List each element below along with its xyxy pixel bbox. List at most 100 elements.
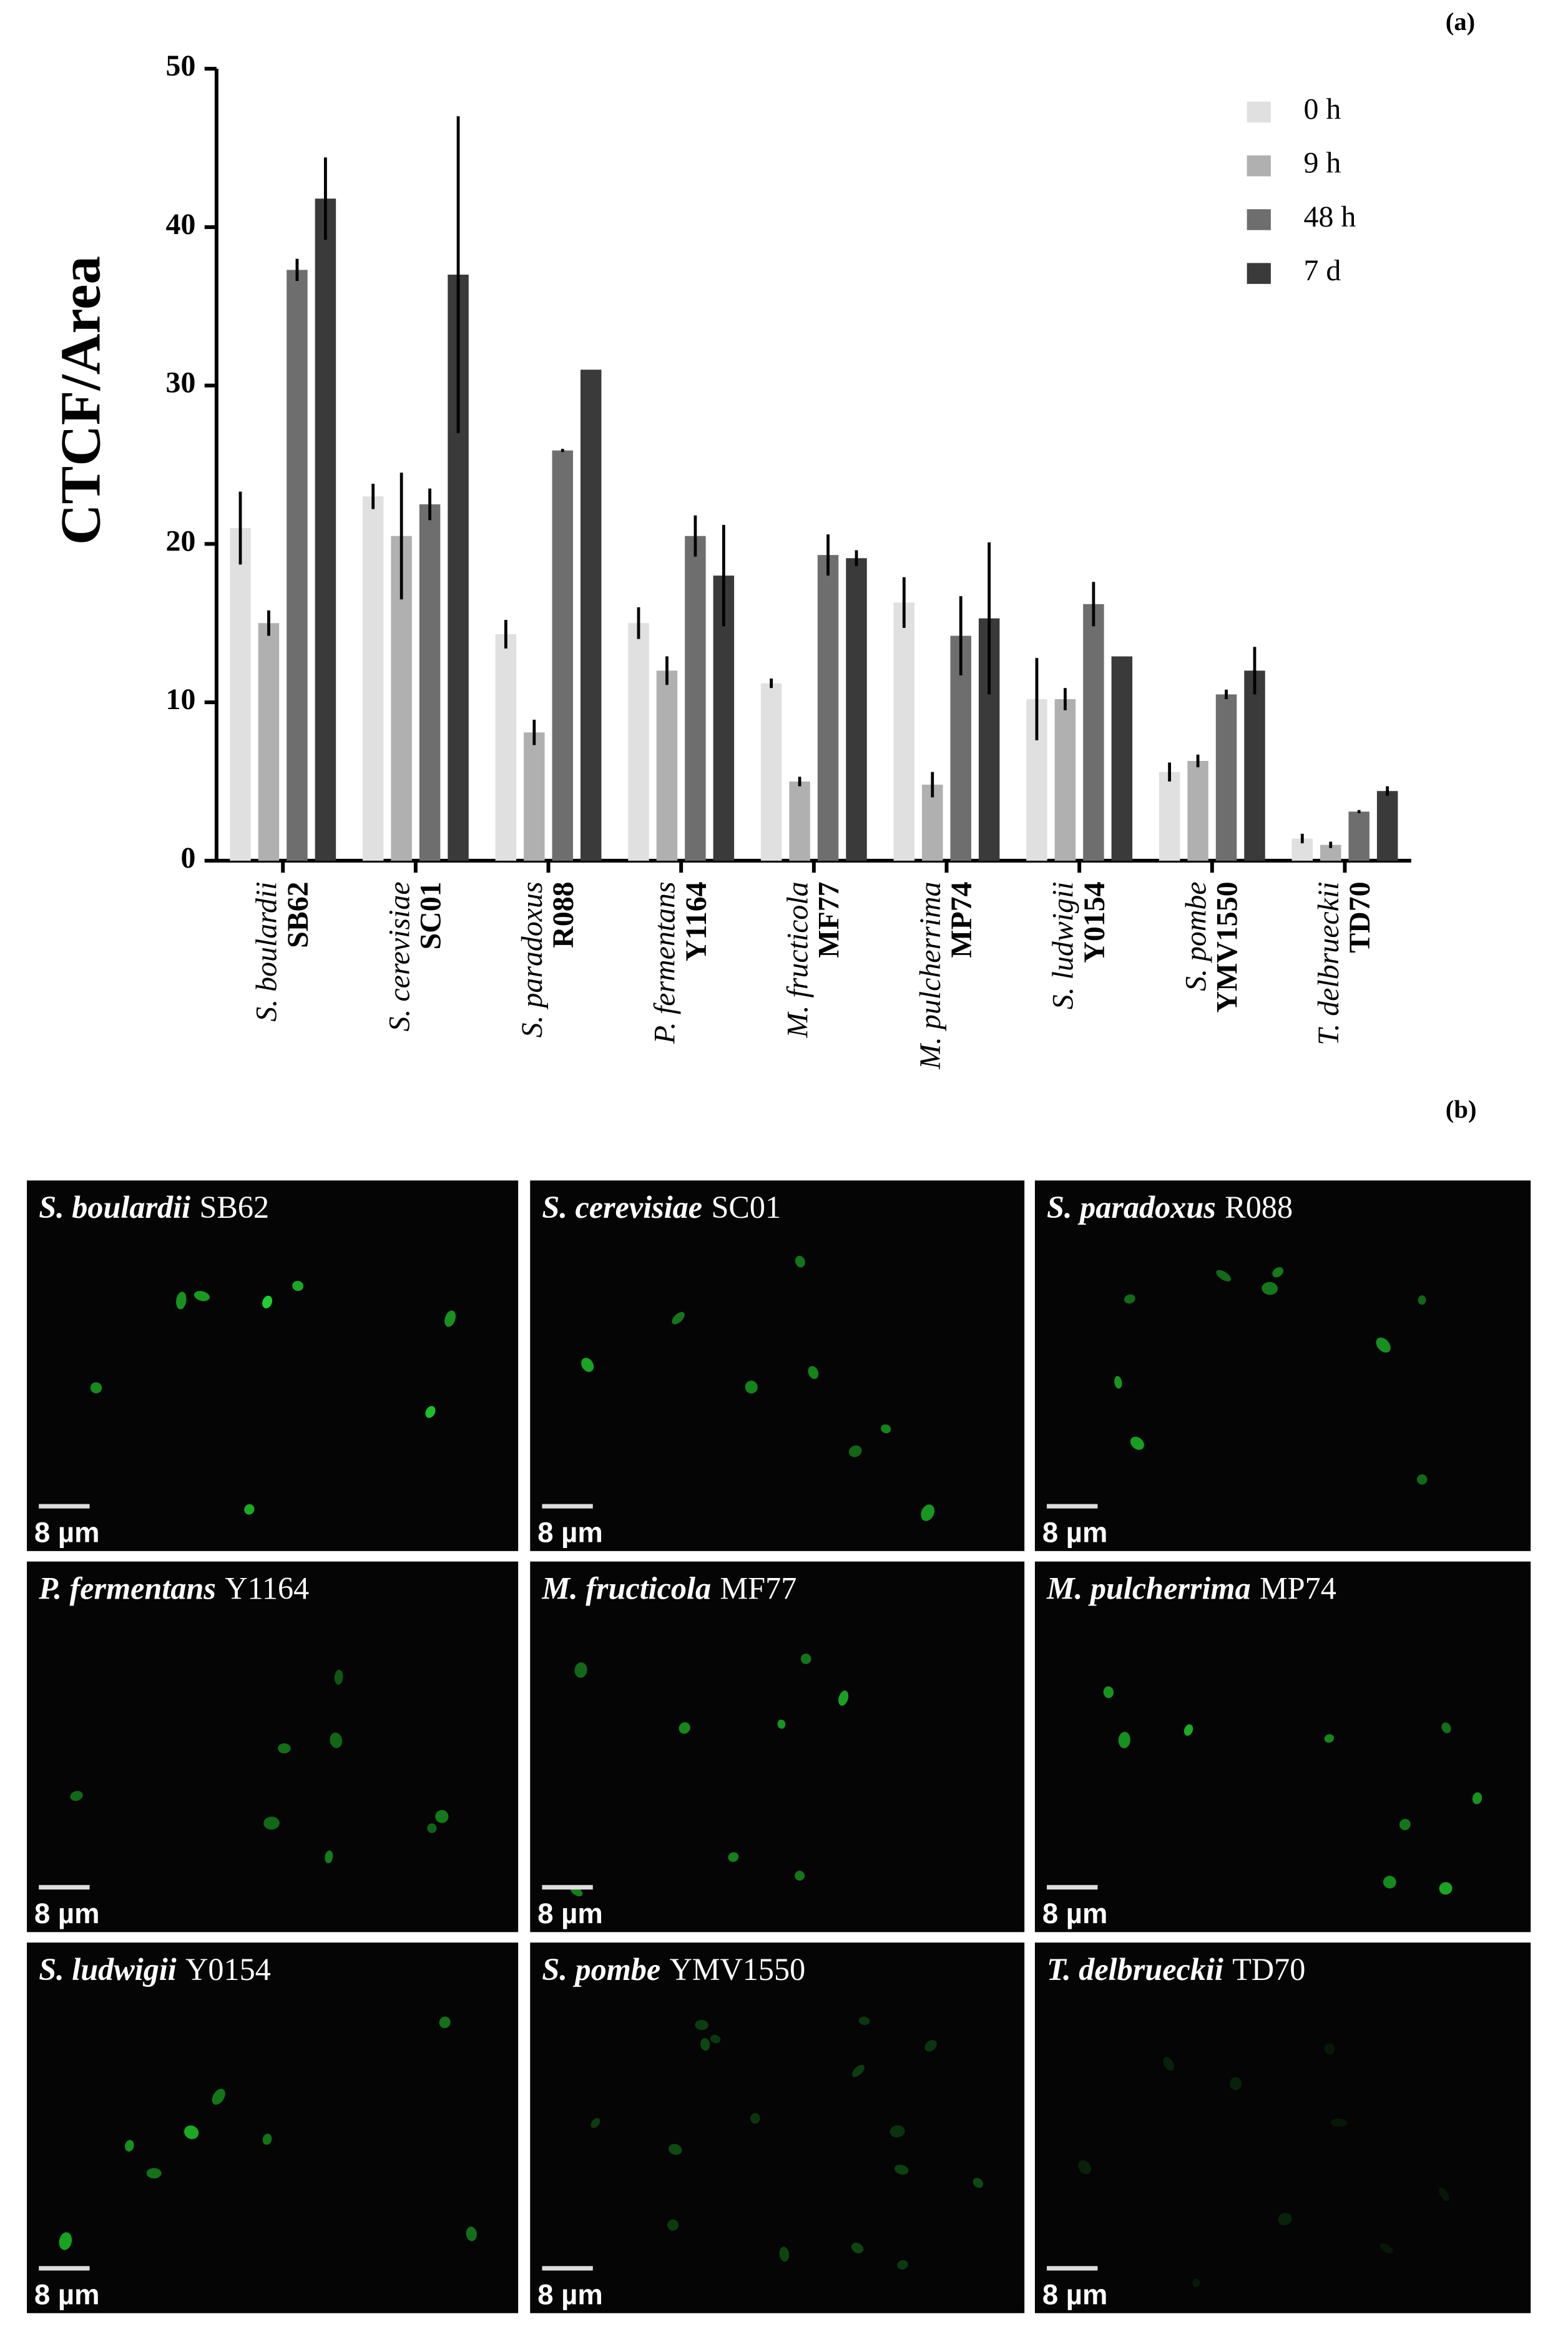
cell — [90, 1382, 102, 1394]
cell — [1324, 2043, 1335, 2055]
cell — [1272, 1267, 1283, 1278]
cell — [894, 2164, 909, 2175]
cell — [795, 1870, 805, 1881]
strain: SC01 — [711, 1190, 781, 1225]
cell — [973, 2178, 984, 2188]
cell — [574, 1662, 587, 1678]
cell — [262, 1295, 273, 1309]
strain: Y0154 — [185, 1951, 271, 1986]
cell — [1278, 2213, 1292, 2225]
cell — [745, 1380, 758, 1394]
cell — [427, 1823, 437, 1833]
cell — [848, 1445, 862, 1458]
cell — [176, 1291, 187, 1310]
cell — [581, 1358, 594, 1372]
cell — [262, 2134, 272, 2145]
cell — [1114, 1376, 1122, 1389]
cell — [212, 2089, 225, 2105]
cell — [1124, 1294, 1135, 1304]
cell — [1183, 1724, 1193, 1736]
micrograph-title: T. delbrueckii TD70 — [1047, 1951, 1305, 1986]
strain: R088 — [1225, 1190, 1293, 1225]
cell — [1118, 1732, 1130, 1748]
cell — [777, 1719, 786, 1729]
cell — [1103, 1686, 1114, 1698]
category-species: M. fructicola — [781, 881, 814, 1038]
category-species: S. cerevisiae — [383, 881, 416, 1031]
scale-bar-label: 8 µm — [537, 1516, 602, 1548]
cell — [667, 2219, 679, 2231]
micrograph-title: M. fructicola MF77 — [541, 1570, 796, 1605]
cell — [1192, 2278, 1200, 2288]
scale-bar-label: 8 µm — [1042, 1516, 1107, 1548]
cell — [590, 2118, 600, 2129]
category-strain: SC01 — [414, 881, 448, 949]
cell — [1418, 1295, 1426, 1305]
cell — [59, 2232, 72, 2250]
bar — [552, 450, 574, 861]
cell — [244, 1504, 255, 1515]
cell — [194, 1291, 210, 1301]
cell — [330, 1732, 343, 1748]
scale-bar-label: 8 µm — [537, 2278, 602, 2310]
bar — [846, 558, 867, 861]
cell — [334, 1669, 343, 1685]
micrograph-title: S. paradoxus R088 — [1047, 1190, 1293, 1225]
cell — [700, 2038, 710, 2051]
micrograph-background — [1034, 1561, 1531, 1933]
micrograph-title: S. ludwigii Y0154 — [39, 1951, 271, 1986]
species: S. cerevisiae — [542, 1190, 702, 1225]
bar — [287, 270, 308, 861]
cell — [1262, 1281, 1278, 1295]
cell — [439, 2016, 451, 2029]
cell — [710, 2034, 721, 2044]
cell — [1230, 2077, 1242, 2090]
legend-swatch — [1247, 209, 1271, 230]
micrograph: M. fructicola MF77 8 µm — [530, 1561, 1025, 1933]
species: M. fructicola — [541, 1570, 711, 1605]
bar — [1111, 656, 1133, 861]
category-species: S. ludwigii — [1047, 881, 1080, 1009]
scale-bar-label: 8 µm — [1042, 1898, 1107, 1929]
micrograph: S. cerevisiae SC01 8 µm — [530, 1180, 1025, 1551]
micrograph-background — [530, 1561, 1025, 1933]
cell — [1078, 2160, 1091, 2175]
y-axis-label: CTCF/Area — [49, 256, 112, 545]
category-species: T. delbrueckii — [1312, 881, 1345, 1045]
cell — [1163, 2057, 1174, 2071]
strain: MF77 — [720, 1570, 796, 1605]
cell — [1383, 1876, 1396, 1889]
micrograph-title: S. boulardii SB62 — [39, 1190, 269, 1225]
bar — [1054, 699, 1076, 861]
y-tick-label: 30 — [166, 366, 196, 399]
category-strain: MF77 — [813, 881, 846, 958]
category-species: S. pombe — [1179, 881, 1212, 991]
cell — [672, 1311, 685, 1325]
cell — [668, 2144, 682, 2155]
legend-swatch — [1247, 155, 1271, 177]
bar — [362, 496, 384, 861]
cell — [125, 2140, 134, 2152]
micrograph-background — [27, 1180, 519, 1551]
cell — [1379, 2243, 1393, 2254]
scale-bar-label: 8 µm — [1042, 2278, 1107, 2310]
category-strain: MP74 — [945, 881, 978, 958]
category-species: M. pulcherrima — [914, 881, 947, 1070]
cell — [1399, 1818, 1411, 1830]
cell — [728, 1852, 739, 1862]
bar — [1083, 604, 1104, 861]
bar — [495, 634, 517, 861]
legend-swatch — [1247, 263, 1271, 284]
species: T. delbrueckii — [1047, 1951, 1223, 1986]
cell — [851, 2242, 864, 2253]
y-tick-label: 40 — [166, 208, 196, 241]
panel-label: (b) — [1446, 1095, 1477, 1124]
bar — [1215, 694, 1237, 861]
bar — [1348, 811, 1370, 861]
micrograph-background — [27, 1561, 519, 1933]
cell — [1472, 1792, 1482, 1805]
strain: TD70 — [1232, 1951, 1305, 1986]
cell — [858, 2016, 870, 2026]
legend-label: 48 h — [1304, 200, 1356, 233]
micrograph: S. paradoxus R088 8 µm — [1034, 1180, 1531, 1551]
